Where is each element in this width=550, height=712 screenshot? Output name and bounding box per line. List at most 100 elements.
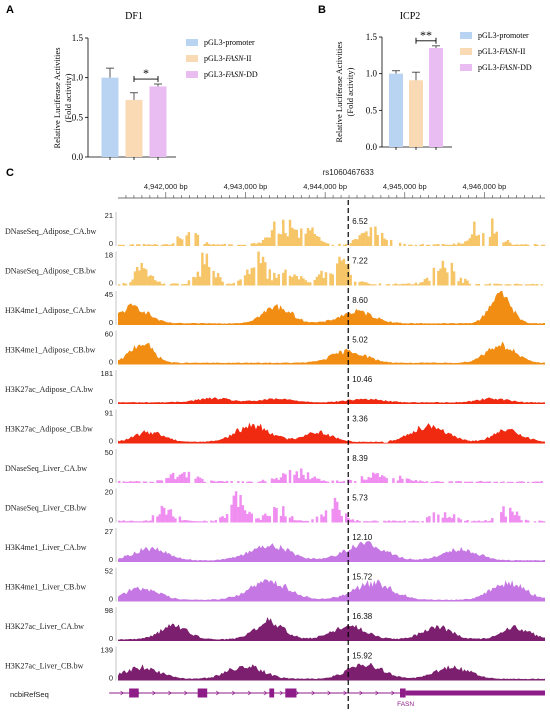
signal-bar xyxy=(138,244,141,246)
signal-bar xyxy=(185,283,188,286)
signal-bar xyxy=(300,228,303,246)
signal-bar xyxy=(351,239,355,246)
signal-bar xyxy=(320,270,323,286)
signal-bar xyxy=(288,275,292,286)
legend-swatch-1 xyxy=(186,39,198,46)
legend-label-suffix: -DD xyxy=(517,63,531,72)
signal-bar xyxy=(135,244,139,246)
signal-tracks: DNaseSeq_Adipose_CA.bw2106.52DNaseSeq_Ad… xyxy=(5,211,546,683)
panel-b-ylabel-line1: Relative Luciferase Activities xyxy=(334,41,344,142)
signal-bar xyxy=(162,507,166,523)
track-name: H3K27ac_Adipose_CB.bw xyxy=(5,425,93,434)
signal-bar xyxy=(169,474,173,483)
signal-bar xyxy=(410,284,413,286)
signal-bar xyxy=(448,244,451,246)
signal-bar xyxy=(439,481,442,483)
signal-bar xyxy=(457,281,460,286)
signal-bar xyxy=(324,242,328,246)
track-snp-value: 3.36 xyxy=(352,415,368,424)
signal-bar xyxy=(257,481,260,483)
signal-bar xyxy=(353,281,357,286)
signal-bar xyxy=(282,473,285,483)
signal-bar xyxy=(374,226,377,246)
signal-bar xyxy=(129,244,132,246)
signal-bar xyxy=(396,284,400,286)
signal-bar xyxy=(151,244,155,246)
exon-2 xyxy=(197,688,208,698)
signal-bar xyxy=(432,481,436,483)
signal-bar xyxy=(246,481,249,483)
signal-bar xyxy=(500,284,503,286)
signal-bar xyxy=(198,521,202,523)
signal-bar xyxy=(174,283,177,286)
signal-bar xyxy=(203,243,206,246)
track-name: H3K4me1_Liver_CA.bw xyxy=(5,543,87,552)
signal-bar xyxy=(488,481,492,483)
track-min: 0 xyxy=(109,239,113,248)
signal-bar xyxy=(324,481,328,483)
signal-bar xyxy=(250,243,254,246)
signal-area xyxy=(118,662,545,681)
signal-bar xyxy=(156,244,159,246)
signal-bar xyxy=(376,473,379,483)
signal-bar xyxy=(158,514,161,523)
signal-bar xyxy=(394,520,397,523)
signal-bar xyxy=(470,481,474,483)
signal-bar xyxy=(520,520,523,523)
signal-bar xyxy=(484,284,487,286)
signal-bar xyxy=(497,283,501,286)
signal-bar xyxy=(378,283,382,286)
strand-arrow xyxy=(359,690,364,696)
signal-bar xyxy=(360,476,364,483)
exon-4 xyxy=(285,688,297,698)
signal-bar xyxy=(284,269,287,286)
track-min: 0 xyxy=(109,595,113,604)
signal-bar xyxy=(437,514,440,523)
signal-bar xyxy=(140,262,143,286)
track-max: 50 xyxy=(105,448,113,457)
track-11: H3K27ac_Liver_CA.bw 98 0 16.38 xyxy=(5,606,545,643)
signal-bar xyxy=(266,278,269,286)
signal-bar xyxy=(304,520,307,523)
signal-bar xyxy=(171,283,175,286)
signal-bar xyxy=(246,269,249,286)
signal-bar xyxy=(527,284,530,286)
signal-bar xyxy=(331,274,334,286)
signal-bar xyxy=(221,516,224,523)
signal-bar xyxy=(468,481,472,483)
signal-bar xyxy=(228,283,231,286)
track-10: H3K4me1_Liver_CB.bw 52 0 15.72 xyxy=(5,567,545,604)
signal-bar xyxy=(248,274,251,286)
signal-bar xyxy=(160,283,164,286)
bar-3 xyxy=(149,86,167,157)
legend-swatch-1 xyxy=(460,32,472,39)
signal-bar xyxy=(131,279,134,286)
signal-bar xyxy=(524,284,528,286)
signal-bar xyxy=(156,516,159,523)
signal-bar xyxy=(309,230,312,246)
signal-bar xyxy=(412,481,415,483)
signal-bar xyxy=(509,507,512,523)
signal-bar xyxy=(176,236,179,246)
signal-bar xyxy=(403,520,406,523)
legend-label-prefix: pGL3-promoter xyxy=(478,31,529,40)
signal-bar xyxy=(509,284,512,286)
signal-bar xyxy=(538,520,541,523)
signal-bar xyxy=(322,480,325,483)
signal-bar xyxy=(295,229,298,246)
signal-bar xyxy=(194,521,197,523)
signal-bar xyxy=(187,232,191,246)
signal-bar xyxy=(374,520,377,523)
signal-bar xyxy=(329,273,332,286)
signal-bar xyxy=(459,277,463,286)
signal-bar xyxy=(313,476,316,483)
exon-3 xyxy=(269,688,275,698)
signal-bar xyxy=(351,519,355,523)
signal-bar xyxy=(273,507,276,523)
strand-arrow xyxy=(120,690,125,696)
signal-bar xyxy=(335,501,339,523)
signal-bar xyxy=(293,520,296,523)
signal-bar xyxy=(284,474,287,483)
signal-bar xyxy=(371,520,375,523)
signal-bar xyxy=(446,517,449,523)
